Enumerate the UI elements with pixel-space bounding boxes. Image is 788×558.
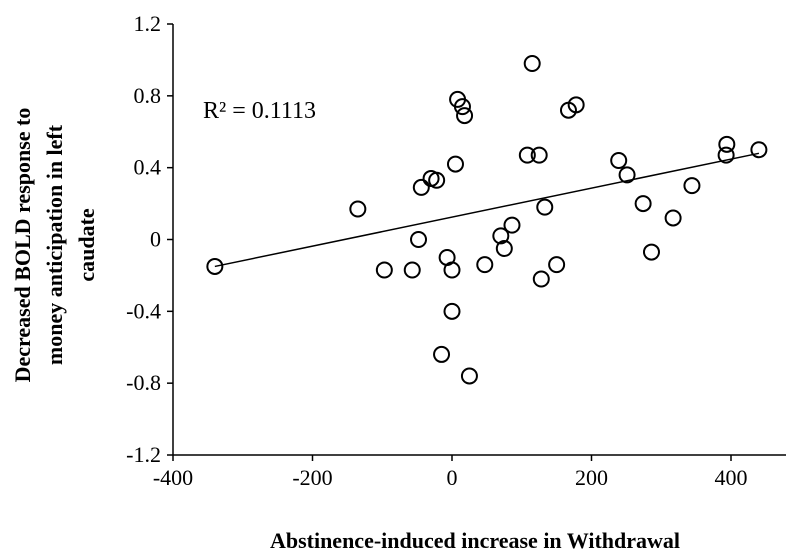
y-tick-label: 0.8 <box>134 83 162 108</box>
data-point <box>532 270 550 288</box>
data-point <box>428 171 446 189</box>
data-point <box>375 261 393 279</box>
y-tick-label: -1.2 <box>126 442 161 467</box>
trendline <box>214 152 760 268</box>
y-tick-label: 1.2 <box>134 11 162 36</box>
data-point <box>503 216 521 234</box>
data-points <box>206 55 768 385</box>
y-axis-title-line: caudate <box>74 208 99 282</box>
y-axis-ticks: -1.2 -0.8 -0.4 0 0.4 0.8 1.2 <box>126 11 173 467</box>
data-point <box>717 146 735 164</box>
data-point <box>530 146 548 164</box>
data-point <box>750 141 768 159</box>
data-point <box>460 367 478 385</box>
data-point <box>410 231 428 248</box>
x-tick-label: -200 <box>292 465 332 490</box>
y-axis-title: Decreased BOLD response to money anticipa… <box>10 108 99 383</box>
y-tick-label: -0.4 <box>126 298 161 323</box>
data-point <box>518 146 536 164</box>
data-point <box>206 257 224 275</box>
data-point <box>349 200 367 218</box>
data-point <box>453 98 471 116</box>
y-axis-title-line: money anticipation in left <box>42 124 67 365</box>
x-tick-label: 400 <box>715 465 748 490</box>
data-point <box>548 256 566 274</box>
data-point <box>536 198 554 216</box>
r-squared-annotation: R² = 0.1113 <box>203 98 316 124</box>
data-point <box>664 209 682 227</box>
data-point <box>567 96 585 114</box>
data-point <box>642 243 660 261</box>
data-point <box>443 302 461 320</box>
y-axis-title-line: Decreased BOLD response to <box>10 108 35 383</box>
data-point <box>683 177 701 195</box>
data-point <box>476 256 494 274</box>
data-point <box>403 261 421 279</box>
x-tick-label: 0 <box>447 465 458 490</box>
data-point <box>412 178 430 196</box>
x-axis-title: Abstinence-induced increase in Withdrawa… <box>270 528 680 553</box>
data-point <box>495 239 513 257</box>
data-point <box>610 151 628 169</box>
data-point <box>618 166 636 184</box>
data-point <box>634 195 652 213</box>
x-tick-label: -400 <box>153 465 193 490</box>
data-point <box>492 227 510 245</box>
data-point <box>446 155 464 173</box>
data-point <box>523 55 541 73</box>
x-axis-ticks: -400 -200 0 200 400 <box>153 455 748 490</box>
y-tick-label: -0.8 <box>126 370 161 395</box>
x-tick-label: 200 <box>575 465 608 490</box>
y-tick-label: 0.4 <box>134 155 162 180</box>
data-point <box>433 345 451 363</box>
y-tick-label: 0 <box>150 227 161 252</box>
data-point <box>456 107 474 125</box>
data-point <box>443 261 461 279</box>
data-point <box>718 135 736 153</box>
